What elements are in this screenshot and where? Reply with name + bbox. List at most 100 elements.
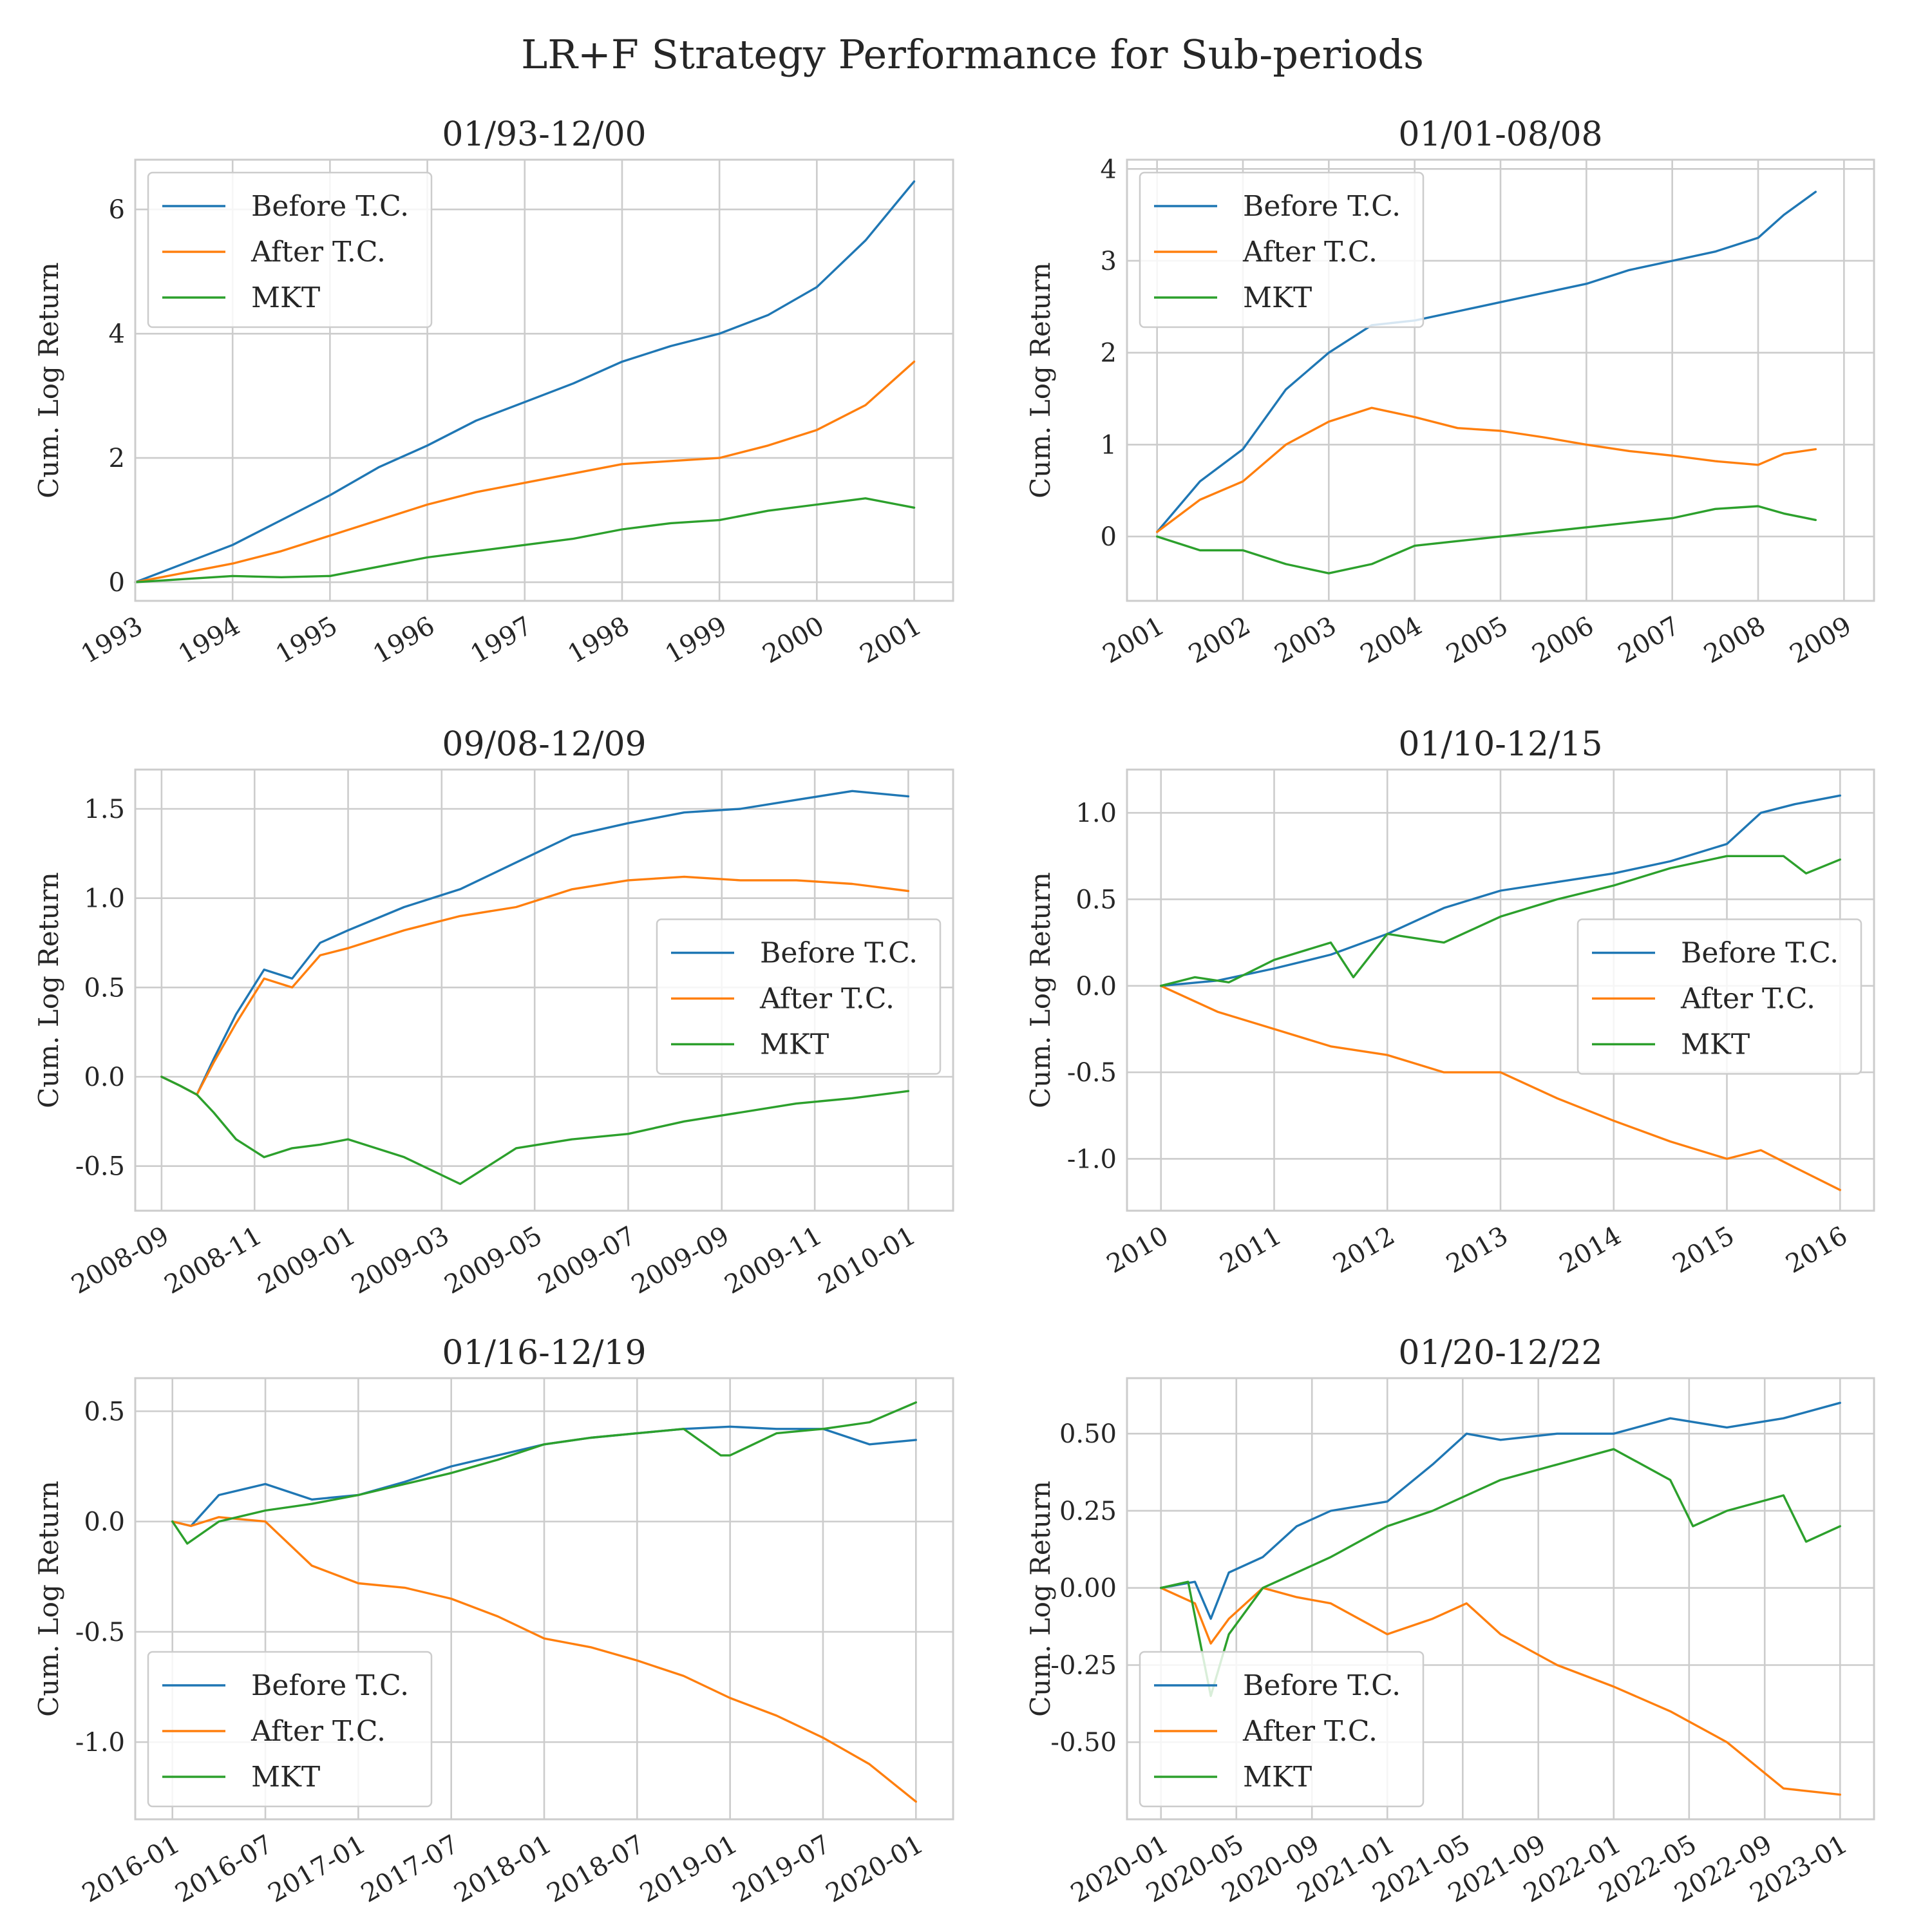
axes-frame [134,1377,954,1821]
series-line-mkt [134,497,916,583]
x-tick-label: 2009-07 [533,1221,641,1300]
series-line-mkt [1160,855,1841,987]
legend-label: Before T.C. [1681,937,1839,970]
legend-label: After T.C. [251,1715,386,1748]
y-tick-label: 0.0 [1075,972,1117,1001]
x-tick-label: 2009 [1785,611,1857,670]
x-tick-label: 2019-07 [728,1830,835,1909]
y-tick-label: -1.0 [75,1728,125,1757]
axes-frame [134,768,954,1212]
y-tick-label: 1 [1101,430,1117,460]
subplot-5: 2016-012016-072017-012017-072018-012018-… [33,1334,954,1909]
legend-label: MKT [251,281,320,314]
series-line-after-t-c [1156,406,1817,533]
y-tick-label: -1.0 [1067,1144,1117,1174]
x-tick-label: 2016-01 [77,1830,185,1909]
x-tick-label: 2007 [1613,611,1685,670]
y-tick-label: -0.5 [1067,1058,1117,1088]
axes-frame [1126,158,1875,602]
legend-label: After T.C. [1242,1715,1378,1748]
x-tick-label: 2010 [1102,1221,1173,1280]
series-line-before-t-c [171,1425,917,1528]
series-line-after-t-c [1160,985,1841,1191]
y-tick-label: 2 [1101,339,1117,368]
legend-box [147,171,433,328]
x-tick-label: 2011 [1215,1221,1287,1280]
y-tick-label: 0.5 [1075,885,1117,914]
legend-label: Before T.C. [760,937,918,970]
x-tick-label: 2016 [1781,1221,1853,1280]
x-tick-label: 2004 [1356,611,1427,670]
legend-label: After T.C. [251,236,386,269]
legend: Before T.C. After T.C. MKT [147,1651,433,1808]
y-tick-label: -0.5 [75,1618,125,1647]
x-tick-label: 2008-11 [160,1221,267,1300]
series-line-after-t-c [160,875,910,1096]
x-tick-label: 2006 [1528,611,1599,670]
y-tick-label: 1.0 [84,884,125,914]
subplot-title: 01/01-08/08 [1398,115,1602,154]
y-tick-label: 2 [109,444,125,473]
y-tick-label: 4 [1101,155,1117,184]
y-axis-label: Cum. Log Return [33,262,64,498]
x-tick-label: 2009-09 [627,1221,734,1300]
series-line-before-t-c [134,180,916,583]
series-line-mkt [1160,1448,1841,1698]
axes-frame [1126,1377,1875,1821]
legend-label: MKT [1243,281,1312,314]
axes-frame [1126,768,1875,1212]
y-tick-label: -0.50 [1050,1728,1117,1757]
subplot-title: 01/20-12/22 [1398,1334,1602,1372]
y-tick-label: 0.5 [84,973,125,1003]
x-tick-label: 1996 [368,611,440,670]
x-tick-label: 2018-01 [449,1830,556,1909]
series-line-before-t-c [1160,794,1841,987]
y-tick-label: 0.00 [1059,1574,1117,1604]
x-tick-label: 2008-09 [66,1221,174,1300]
x-tick-label: 2013 [1441,1221,1513,1280]
legend-label: After T.C. [759,983,895,1016]
y-tick-label: 0.0 [84,1508,125,1537]
y-axis-label: Cum. Log Return [1025,1481,1056,1717]
x-tick-label: 2015 [1668,1221,1739,1280]
y-tick-label: 6 [109,195,125,225]
x-tick-label: 2001 [1098,611,1170,670]
legend-label: Before T.C. [1243,190,1401,223]
series-line-mkt [1156,505,1817,574]
y-tick-label: 4 [109,319,125,349]
subplot-title: 01/93-12/00 [442,115,646,154]
legend-label: MKT [1243,1761,1312,1794]
x-tick-label: 2016-07 [170,1830,278,1909]
x-tick-label: 2009-11 [720,1221,828,1300]
legend: Before T.C. After T.C. MKT [656,918,942,1075]
subplot-1: 1993 1994 1995 1996 1997 1998 1999 2000 2001 0 2 4 6… [33,115,954,670]
x-tick-label: 2009-05 [440,1221,547,1300]
legend-label: MKT [251,1761,320,1794]
legend-box [656,918,942,1075]
series-line-after-t-c [171,1516,917,1803]
y-tick-label: 0 [109,568,125,598]
legend: Before T.C. After T.C. MKT [147,171,433,328]
y-tick-label: 1.0 [1075,799,1117,828]
y-tick-label: 0 [1101,522,1117,552]
x-tick-label: 2001 [855,611,927,670]
y-tick-label: 0.50 [1059,1419,1117,1449]
legend-label: MKT [1681,1028,1750,1061]
x-tick-label: 2005 [1441,611,1513,670]
x-tick-label: 2012 [1328,1221,1399,1280]
x-tick-label: 2017-01 [263,1830,371,1909]
x-tick-label: 1993 [76,611,147,670]
x-tick-label: 2002 [1184,611,1255,670]
series-line-before-t-c [1160,1401,1841,1620]
x-tick-label: 2019-01 [635,1830,743,1909]
legend-label: Before T.C. [251,190,409,223]
legend: Before T.C. After T.C. MKT [1139,1651,1425,1808]
x-tick-label: 1999 [660,611,732,670]
y-tick-label: 0.5 [84,1397,125,1426]
series-line-mkt [171,1401,917,1545]
y-tick-label: -0.25 [1050,1651,1117,1680]
legend-label: Before T.C. [1243,1669,1401,1702]
legend: Before T.C. After T.C. MKT [1577,918,1862,1075]
x-tick-label: 2020-01 [821,1830,929,1909]
